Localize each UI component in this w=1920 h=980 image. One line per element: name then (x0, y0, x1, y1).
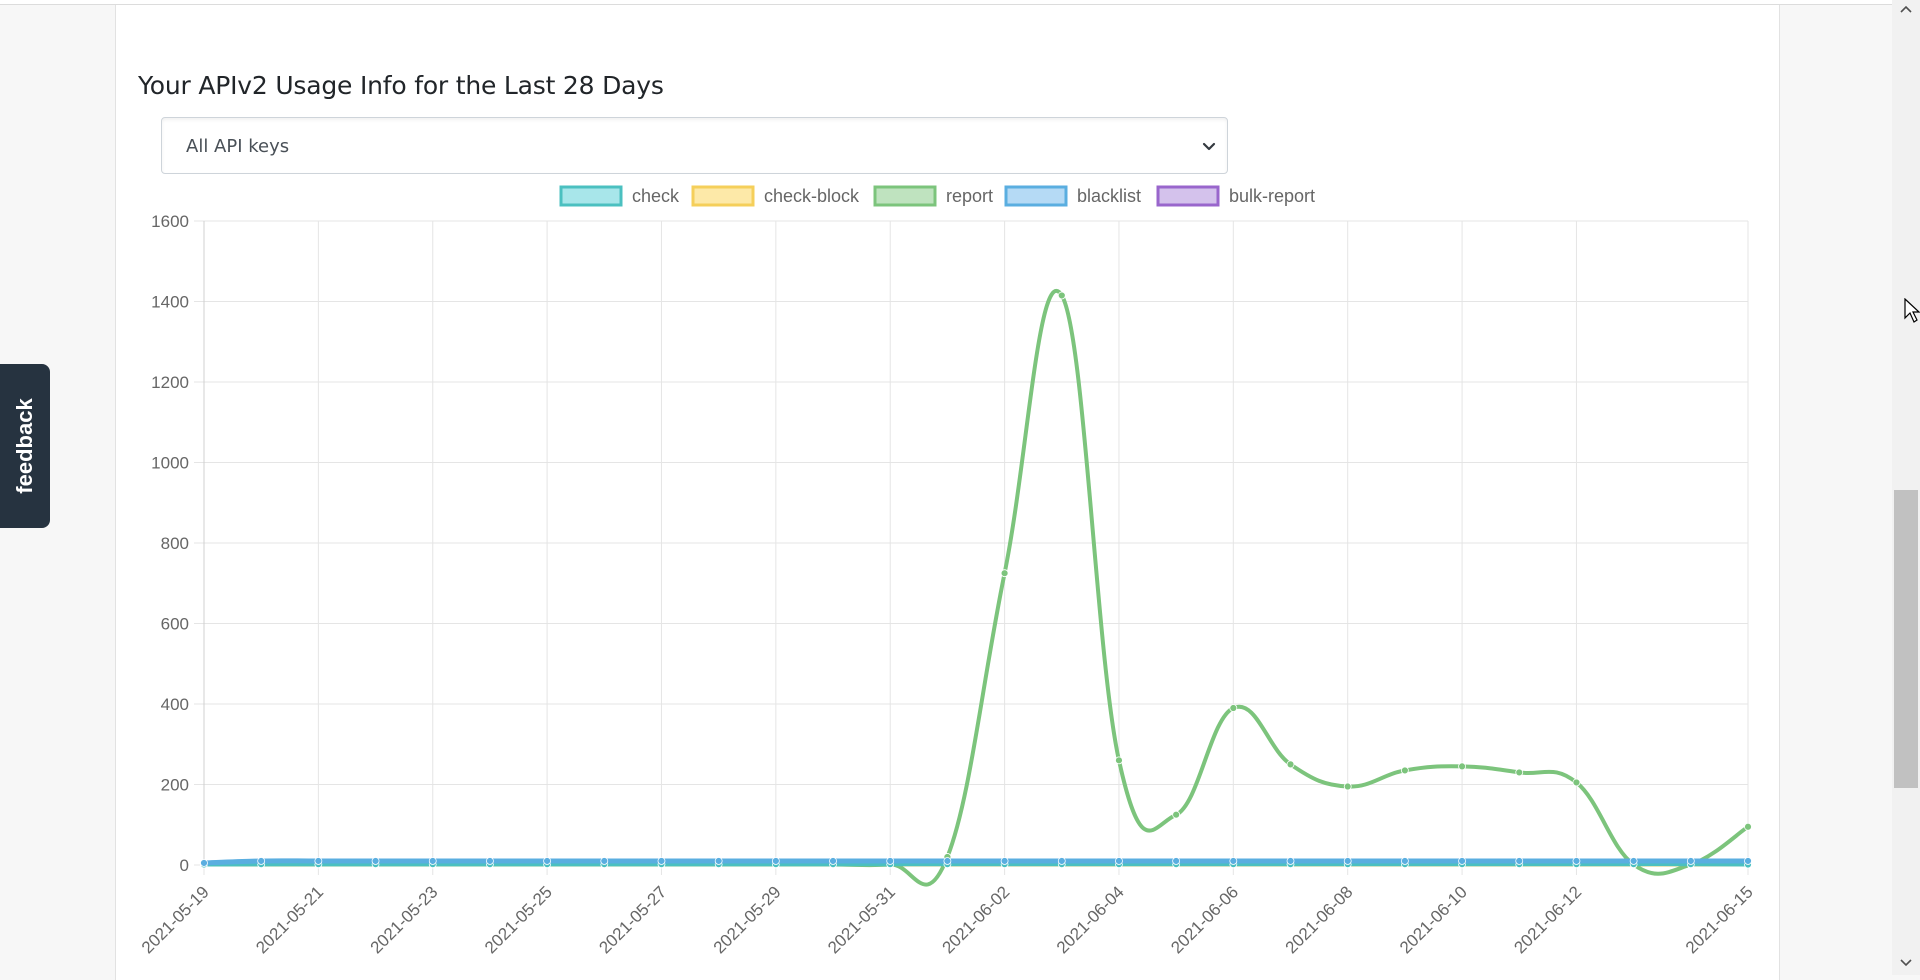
series-line-report (204, 291, 1748, 885)
x-tick-label: 2021-05-21 (252, 882, 327, 957)
data-point-report (1401, 767, 1408, 774)
y-tick-label: 1400 (151, 293, 189, 312)
legend-label-blacklist: blacklist (1077, 186, 1141, 206)
scroll-up-arrow-icon[interactable] (1900, 4, 1912, 14)
data-point-blacklist (486, 857, 493, 864)
x-tick-label: 2021-06-12 (1510, 882, 1585, 957)
data-point-blacklist (944, 857, 951, 864)
data-point-blacklist (1401, 857, 1408, 864)
data-point-blacklist (315, 857, 322, 864)
data-point-blacklist (1573, 857, 1580, 864)
mouse-pointer-icon (1904, 298, 1920, 324)
y-tick-label: 400 (161, 695, 189, 714)
x-tick-label: 2021-05-31 (824, 882, 899, 957)
data-point-report (1573, 779, 1580, 786)
legend-swatch-report (875, 187, 935, 205)
data-point-report (1173, 811, 1180, 818)
data-point-report (1001, 570, 1008, 577)
data-point-blacklist (1173, 857, 1180, 864)
data-point-report (1745, 823, 1752, 830)
data-point-report (1115, 757, 1122, 764)
legend-label-report: report (946, 186, 993, 206)
data-point-blacklist (601, 857, 608, 864)
scroll-down-arrow-icon[interactable] (1900, 958, 1912, 968)
data-point-blacklist (1344, 857, 1351, 864)
data-point-blacklist (258, 857, 265, 864)
data-point-blacklist (1745, 857, 1752, 864)
data-point-report (1287, 761, 1294, 768)
legend-swatch-check (561, 187, 621, 205)
x-tick-label: 2021-05-23 (367, 882, 442, 957)
legend-swatch-check-block (693, 187, 753, 205)
data-point-blacklist (1058, 857, 1065, 864)
x-tick-label: 2021-06-06 (1167, 882, 1242, 957)
x-tick-label: 2021-05-19 (138, 882, 213, 957)
x-tick-label: 2021-05-29 (710, 882, 785, 957)
data-point-blacklist (887, 857, 894, 864)
y-tick-label: 800 (161, 534, 189, 553)
data-point-report (1344, 783, 1351, 790)
x-tick-label: 2021-06-04 (1053, 882, 1128, 957)
x-tick-label: 2021-06-02 (938, 882, 1013, 957)
y-tick-label: 1200 (151, 373, 189, 392)
y-tick-label: 1000 (151, 454, 189, 473)
x-tick-label: 2021-05-25 (481, 882, 556, 957)
data-point-blacklist (1687, 857, 1694, 864)
data-point-blacklist (1230, 857, 1237, 864)
legend-label-bulk-report: bulk-report (1229, 186, 1315, 206)
feedback-label: feedback (12, 398, 38, 493)
y-tick-label: 0 (180, 856, 189, 875)
data-point-blacklist (715, 857, 722, 864)
data-point-blacklist (372, 857, 379, 864)
x-tick-label: 2021-06-10 (1396, 882, 1471, 957)
y-tick-label: 600 (161, 615, 189, 634)
x-tick-label: 2021-06-15 (1682, 882, 1757, 957)
data-point-blacklist (1115, 857, 1122, 864)
data-point-blacklist (1630, 857, 1637, 864)
data-point-blacklist (429, 857, 436, 864)
data-point-blacklist (830, 857, 837, 864)
y-tick-label: 1600 (151, 212, 189, 231)
legend-swatch-bulk-report (1158, 187, 1218, 205)
data-point-blacklist (772, 857, 779, 864)
data-point-report (1459, 763, 1466, 770)
data-point-report (1058, 292, 1065, 299)
data-point-blacklist (201, 859, 208, 866)
data-point-report (1230, 705, 1237, 712)
data-point-blacklist (1459, 857, 1466, 864)
legend-label-check-block: check-block (764, 186, 860, 206)
data-point-blacklist (1287, 857, 1294, 864)
scrollbar-thumb[interactable] (1894, 490, 1918, 788)
data-point-blacklist (1001, 857, 1008, 864)
legend-label-check: check (632, 186, 680, 206)
data-point-blacklist (1516, 857, 1523, 864)
vertical-scrollbar[interactable] (1892, 0, 1920, 975)
feedback-tab[interactable]: feedback (0, 364, 50, 528)
x-tick-label: 2021-05-27 (595, 882, 670, 957)
data-point-report (1516, 769, 1523, 776)
data-point-blacklist (658, 857, 665, 864)
data-point-blacklist (544, 857, 551, 864)
y-tick-label: 200 (161, 776, 189, 795)
x-tick-label: 2021-06-08 (1282, 882, 1357, 957)
legend-swatch-blacklist (1006, 187, 1066, 205)
